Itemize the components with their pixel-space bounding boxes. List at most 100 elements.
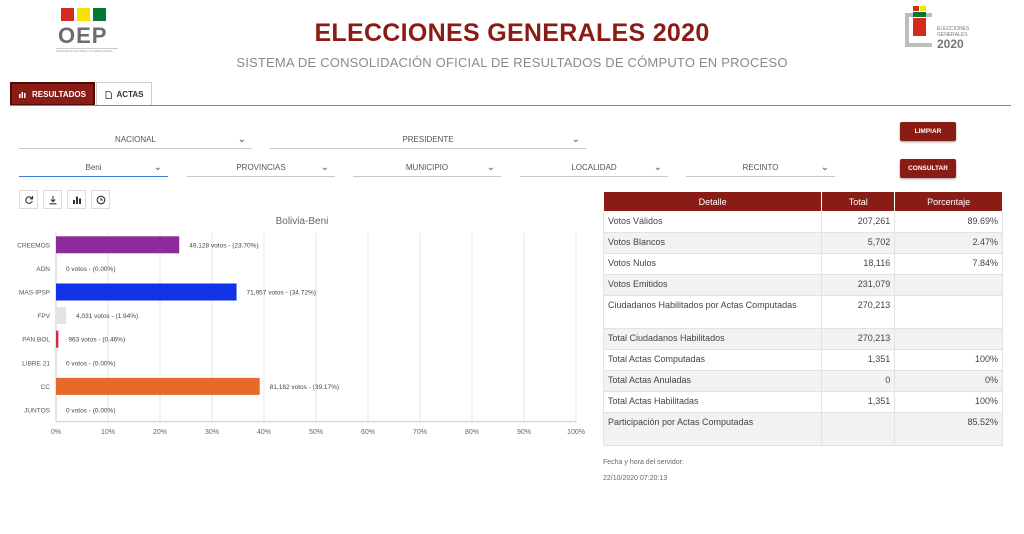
row-detail: Participación por Actas Computadas xyxy=(602,412,823,446)
x-tick-label: 70% xyxy=(413,429,427,436)
header-total: Total xyxy=(821,191,896,212)
oep-logo: OEP ÓRGANO ELECTORAL PLURINACIONAL xyxy=(52,6,122,53)
row-detail: Total Actas Computadas xyxy=(602,349,823,371)
x-tick-label: 50% xyxy=(309,429,323,436)
document-icon xyxy=(105,90,112,99)
download-button[interactable] xyxy=(43,190,62,209)
logo-block-red xyxy=(913,6,919,11)
row-total: 18,116 xyxy=(821,253,896,275)
bar-chart-icon xyxy=(72,196,81,204)
bar xyxy=(56,307,67,325)
data-label: 0 votos - (0.00%) xyxy=(66,360,116,367)
server-time-value: 22/10/2020 07:20:13 xyxy=(603,475,668,482)
query-button[interactable]: CONSULTAR xyxy=(900,159,956,178)
elections-2020-logo: ELECCIONES GENERALES 2020 xyxy=(902,3,978,51)
row-percentage: 0% xyxy=(894,370,1003,392)
table-row: Votos Emitidos 231,079 xyxy=(602,274,1003,296)
municipality-select[interactable]: MUNICIPIO ⌄ xyxy=(353,159,501,177)
chevron-down-icon: ⌄ xyxy=(820,162,829,173)
x-tick-label: 90% xyxy=(517,429,531,436)
clear-button[interactable]: LIMPIAR xyxy=(900,122,956,141)
chevron-down-icon: ⌄ xyxy=(486,162,495,173)
row-total: 1,351 xyxy=(821,349,896,371)
data-label: 0 votos - (0.00%) xyxy=(66,408,116,415)
x-tick-label: 100% xyxy=(567,429,585,436)
chevron-down-icon: ⌄ xyxy=(237,134,246,145)
chart-icon xyxy=(19,91,26,98)
history-button[interactable] xyxy=(91,190,110,209)
scope-select-value: NACIONAL xyxy=(115,135,156,144)
row-total: 270,213 xyxy=(821,295,896,329)
bar xyxy=(56,236,180,254)
logo-green-square xyxy=(93,8,106,21)
row-percentage: 2.47% xyxy=(894,232,1003,254)
bar xyxy=(56,330,59,348)
page-subtitle: SISTEMA DE CONSOLIDACIÓN OFICIAL DE RESU… xyxy=(236,55,788,70)
table-row: Ciudadanos Habilitados por Actas Computa… xyxy=(602,295,1003,329)
refresh-button[interactable] xyxy=(19,190,38,209)
table-row: Votos Blancos 5,702 2.47% xyxy=(602,232,1003,254)
header-porcentaje: Porcentaje xyxy=(894,191,1003,212)
row-detail: Votos Blancos xyxy=(602,232,823,254)
logo-year: 2020 xyxy=(937,37,964,51)
header-detalle: Detalle xyxy=(602,191,823,212)
scope-select[interactable]: NACIONAL ⌄ xyxy=(19,131,252,149)
x-tick-label: 30% xyxy=(205,429,219,436)
venue-select[interactable]: RECINTO ⌄ xyxy=(686,159,835,177)
row-detail: Total Actas Habilitadas xyxy=(602,391,823,413)
category-label: FPV xyxy=(37,313,50,320)
logo-red-square xyxy=(61,8,74,21)
row-percentage: 100% xyxy=(894,391,1003,413)
row-total: 1,351 xyxy=(821,391,896,413)
row-detail: Votos Emitidos xyxy=(602,274,823,296)
row-percentage: 7.84% xyxy=(894,253,1003,275)
results-table: Detalle Total Porcentaje Votos Válidos 20… xyxy=(602,191,1003,446)
table-header-row: Detalle Total Porcentaje xyxy=(602,191,1003,212)
x-tick-label: 0% xyxy=(51,429,61,436)
chevron-down-icon: ⌄ xyxy=(571,134,580,145)
category-label: ADN xyxy=(36,266,50,273)
x-tick-label: 20% xyxy=(153,429,167,436)
x-tick-label: 10% xyxy=(101,429,115,436)
table-row: Votos Nulos 18,116 7.84% xyxy=(602,253,1003,275)
table-row: Total Ciudadanos Habilitados 270,213 xyxy=(602,328,1003,350)
row-percentage xyxy=(894,274,1003,296)
table-row: Total Actas Habilitadas 1,351 100% xyxy=(602,391,1003,413)
row-total xyxy=(821,412,896,446)
row-total: 270,213 xyxy=(821,328,896,350)
election-type-select-value: PRESIDENTE xyxy=(402,135,454,144)
row-percentage: 85.52% xyxy=(894,412,1003,446)
row-detail: Votos Válidos xyxy=(602,211,823,233)
table-row: Votos Válidos 207,261 89.69% xyxy=(602,211,1003,233)
row-percentage xyxy=(894,295,1003,329)
data-label: 4,031 votos - (1.94%) xyxy=(76,313,138,320)
row-detail: Total Actas Anuladas xyxy=(602,370,823,392)
row-total: 0 xyxy=(821,370,896,392)
municipality-select-value: MUNICIPIO xyxy=(405,163,449,172)
tab-actas-label: ACTAS xyxy=(116,90,144,99)
province-select-value: PROVINCIAS xyxy=(236,163,286,172)
chart-type-button[interactable] xyxy=(67,190,86,209)
province-select[interactable]: PROVINCIAS ⌄ xyxy=(187,159,335,177)
logo-subtext: ÓRGANO ELECTORAL PLURINACIONAL xyxy=(56,48,118,53)
locality-select[interactable]: LOCALIDAD ⌄ xyxy=(520,159,668,177)
tab-resultados[interactable]: RESULTADOS xyxy=(10,82,95,106)
venue-select-value: RECINTO xyxy=(742,163,779,172)
category-label: CREEMOS xyxy=(17,242,51,249)
refresh-icon xyxy=(24,195,33,204)
row-total: 5,702 xyxy=(821,232,896,254)
logo-yellow-square xyxy=(77,8,90,21)
logo-caption: ELECCIONES GENERALES xyxy=(937,26,970,38)
tab-resultados-label: RESULTADOS xyxy=(32,89,86,99)
tab-actas[interactable]: ACTAS xyxy=(96,82,152,106)
department-select[interactable]: Beni ⌄ xyxy=(19,159,168,177)
category-label: PAN BOL xyxy=(22,337,50,344)
locality-select-value: LOCALIDAD xyxy=(571,163,617,172)
department-select-value: Beni xyxy=(85,163,102,172)
chart-title: Bolivia-Beni xyxy=(275,216,329,227)
row-total: 231,079 xyxy=(821,274,896,296)
download-icon xyxy=(49,195,56,204)
row-detail: Total Ciudadanos Habilitados xyxy=(602,328,823,350)
chevron-down-icon: ⌄ xyxy=(653,162,662,173)
election-type-select[interactable]: PRESIDENTE ⌄ xyxy=(270,131,586,149)
